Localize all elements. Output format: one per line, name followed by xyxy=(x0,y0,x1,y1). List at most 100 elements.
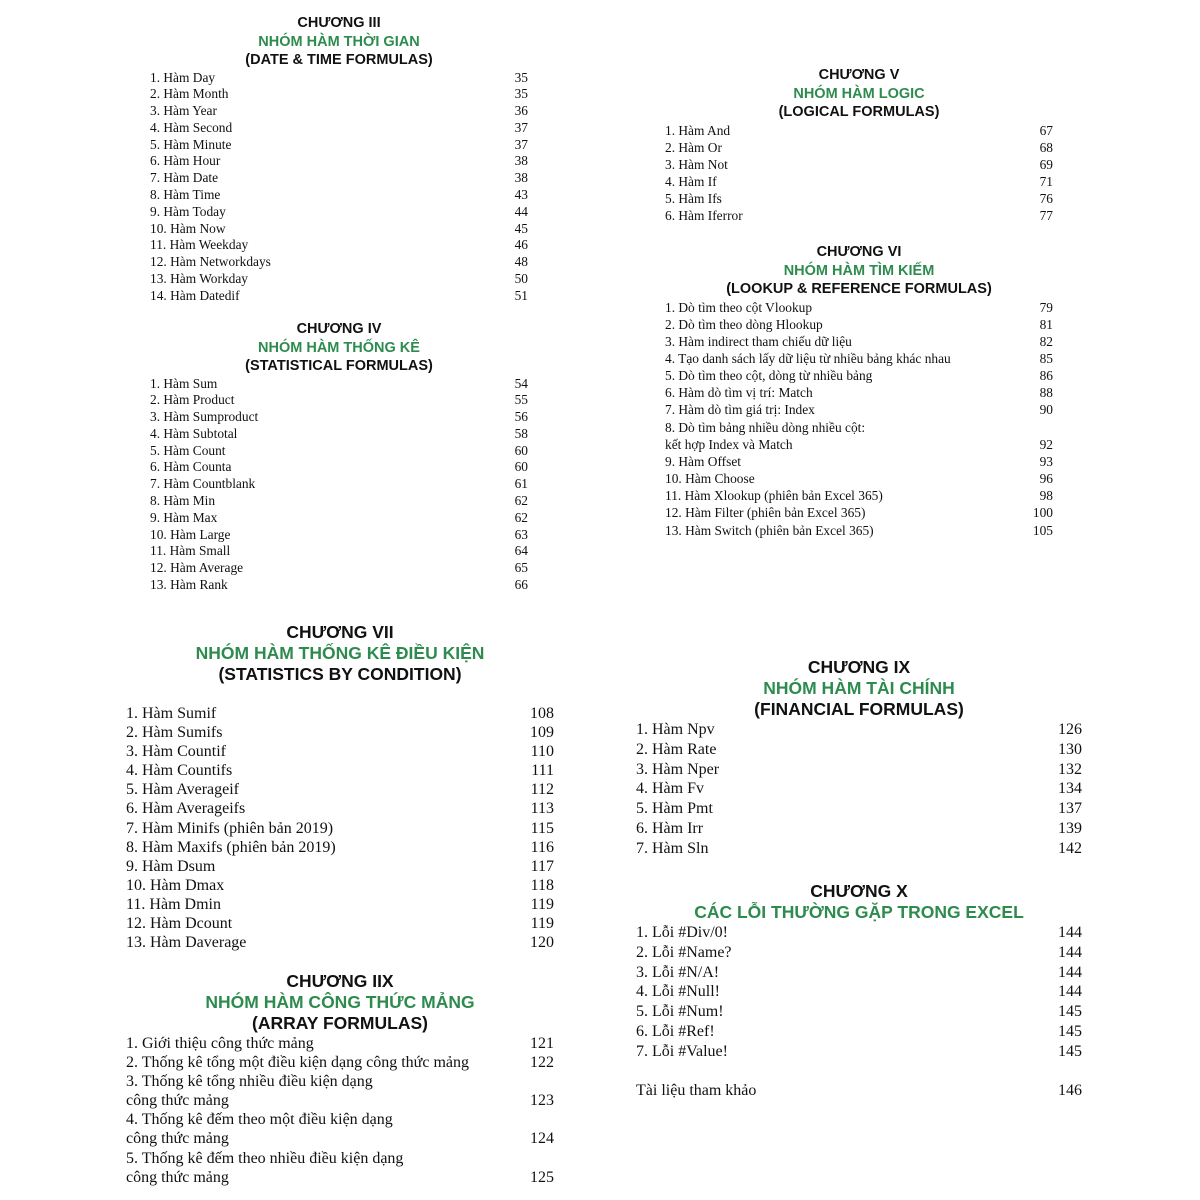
toc-entry[interactable]: 2. Lỗi #Name? 144 xyxy=(636,943,1082,963)
toc-entry[interactable]: 5. Thống kê đếm theo nhiều điều kiện dạn… xyxy=(126,1149,554,1168)
toc-entry[interactable]: 1. Hàm And 67 xyxy=(665,122,1053,139)
toc-entry-page: 37 xyxy=(514,136,528,152)
toc-entry[interactable]: 3. Hàm Nper 132 xyxy=(636,760,1082,780)
toc-entry[interactable]: 2. Dò tìm theo dòng Hlookup 81 xyxy=(665,316,1053,333)
toc-entry[interactable]: 7. Lỗi #Value! 145 xyxy=(636,1042,1082,1062)
toc-entry[interactable]: 6. Hàm Averageifs 113 xyxy=(126,799,554,818)
toc-entry[interactable]: 2. Hàm Sumifs 109 xyxy=(126,723,554,742)
toc-entry[interactable]: 4. Hàm Countifs 111 xyxy=(126,761,554,780)
toc-entry[interactable]: 2. Hàm Rate 130 xyxy=(636,740,1082,760)
toc-entry[interactable]: 2. Thống kê tổng một điều kiện dạng công… xyxy=(126,1053,554,1072)
toc-entry[interactable]: 3. Hàm indirect tham chiếu dữ liệu 82 xyxy=(665,333,1053,350)
toc-entry[interactable]: 3. Hàm Year 36 xyxy=(150,103,528,120)
toc-entry[interactable]: 3. Hàm Sumproduct 56 xyxy=(150,409,528,426)
toc-entry[interactable]: 1. Hàm Sumif 108 xyxy=(126,704,554,723)
toc-entry[interactable]: 7. Hàm dò tìm giá trị: Index 90 xyxy=(665,401,1053,418)
toc-entry[interactable]: 4. Hàm Second 37 xyxy=(150,120,528,137)
toc-entry[interactable]: 5. Lỗi #Num! 145 xyxy=(636,1002,1082,1022)
toc-entry[interactable]: 8. Hàm Min 62 xyxy=(150,493,528,510)
toc-entry[interactable]: 9. Hàm Dsum 117 xyxy=(126,857,554,876)
toc-entry[interactable]: 11. Hàm Xlookup (phiên bản Excel 365) 98 xyxy=(665,487,1053,504)
toc-entry[interactable]: 6. Hàm dò tìm vị trí: Match 88 xyxy=(665,384,1053,401)
chapter-section: CHƯƠNG IV NHÓM HÀM THỐNG KÊ (STATISTICAL F… xyxy=(150,320,528,594)
toc-entry-page: 144 xyxy=(1058,963,1082,981)
toc-entry[interactable]: 1. Hàm Day 35 xyxy=(150,70,528,87)
toc-entry-title: 10. Hàm Now xyxy=(150,220,226,236)
toc-entry[interactable]: 13. Hàm Workday 50 xyxy=(150,271,528,288)
toc-entry[interactable]: 12. Hàm Dcount 119 xyxy=(126,914,554,933)
toc-entry[interactable]: 11. Hàm Dmin 119 xyxy=(126,895,554,914)
toc-entry-title: 5. Lỗi #Num! xyxy=(636,1003,724,1021)
toc-entry[interactable]: 13. Hàm Daverage 120 xyxy=(126,933,554,952)
toc-entry[interactable]: 5. Hàm Ifs 76 xyxy=(665,190,1053,207)
toc-entry[interactable]: 7. Hàm Minifs (phiên bản 2019) 115 xyxy=(126,819,554,838)
chapter-number: CHƯƠNG III xyxy=(297,15,381,31)
toc-entry[interactable]: 12. Hàm Networkdays 48 xyxy=(150,254,528,271)
toc-entry[interactable]: 4. Lỗi #Null! 144 xyxy=(636,982,1082,1002)
toc-entry[interactable]: kết hợp Index và Match 92 xyxy=(665,436,1053,453)
toc-entry[interactable]: 13. Hàm Switch (phiên bản Excel 365) 105 xyxy=(665,522,1053,539)
toc-entry-title: 8. Dò tìm bảng nhiều dòng nhiều cột: xyxy=(665,419,866,435)
toc-entry[interactable]: 5. Dò tìm theo cột, dòng từ nhiều bảng 86 xyxy=(665,367,1053,384)
toc-entry-title: 7. Hàm Minifs (phiên bản 2019) xyxy=(126,819,334,837)
toc-entry[interactable]: 3. Thống kê tổng nhiều điều kiện dạng xyxy=(126,1072,554,1091)
toc-entry-title: 5. Thống kê đếm theo nhiều điều kiện dạn… xyxy=(126,1149,404,1167)
toc-entry[interactable]: 7. Hàm Sln 142 xyxy=(636,839,1082,859)
toc-entry[interactable]: 9. Hàm Max 62 xyxy=(150,510,528,527)
toc-entry[interactable]: 10. Hàm Dmax 118 xyxy=(126,876,554,895)
toc-entry[interactable]: 5. Hàm Minute 37 xyxy=(150,137,528,154)
toc-entry[interactable]: Tài liệu tham khảo 146 xyxy=(636,1081,1082,1101)
toc-entry[interactable]: 12. Hàm Filter (phiên bản Excel 365) 100 xyxy=(665,504,1053,521)
chapter-subtitle: (ARRAY FORMULAS) xyxy=(252,1013,428,1033)
toc-entry[interactable]: 6. Hàm Counta 60 xyxy=(150,459,528,476)
toc-entry[interactable]: công thức mảng 123 xyxy=(126,1091,554,1110)
toc-entry[interactable]: 3. Lỗi #N/A! 144 xyxy=(636,963,1082,983)
toc-entry[interactable]: 1. Dò tìm theo cột Vlookup 79 xyxy=(665,299,1053,316)
toc-entry[interactable]: 3. Hàm Not 69 xyxy=(665,156,1053,173)
toc-entry[interactable]: 5. Hàm Pmt 137 xyxy=(636,799,1082,819)
toc-entry[interactable]: 10. Hàm Large 63 xyxy=(150,527,528,544)
toc-entry[interactable]: 4. Tạo danh sách lấy dữ liệu từ nhiều bả… xyxy=(665,350,1053,367)
toc-entry[interactable]: 13. Hàm Rank 66 xyxy=(150,577,528,594)
chapter-title: NHÓM HÀM THỐNG KÊ xyxy=(258,339,420,356)
toc-entry[interactable]: 6. Lỗi #Ref! 145 xyxy=(636,1022,1082,1042)
toc-entry[interactable]: 4. Thống kê đếm theo một điều kiện dạng xyxy=(126,1110,554,1129)
toc-entry[interactable]: 1. Lỗi #Div/0! 144 xyxy=(636,923,1082,943)
toc-entry[interactable]: 8. Dò tìm bảng nhiều dòng nhiều cột: xyxy=(665,419,1053,436)
toc-entry[interactable]: 6. Hàm Irr 139 xyxy=(636,819,1082,839)
toc-entry-title: 3. Hàm Sumproduct xyxy=(150,409,259,425)
toc-entry-title: 3. Hàm Countif xyxy=(126,743,226,761)
toc-entry[interactable]: 8. Hàm Time 43 xyxy=(150,187,528,204)
toc-entry[interactable]: 7. Hàm Countblank 61 xyxy=(150,476,528,493)
toc-entry[interactable]: 9. Hàm Offset 93 xyxy=(665,453,1053,470)
toc-entry[interactable]: 2. Hàm Month 35 xyxy=(150,86,528,103)
toc-entry[interactable]: 11. Hàm Small 64 xyxy=(150,543,528,560)
toc-entry[interactable]: 12. Hàm Average 65 xyxy=(150,560,528,577)
toc-entry[interactable]: 7. Hàm Date 38 xyxy=(150,170,528,187)
toc-entry[interactable]: 8. Hàm Maxifs (phiên bản 2019) 116 xyxy=(126,838,554,857)
toc-entry-title: Tài liệu tham khảo xyxy=(636,1082,757,1100)
toc-entry[interactable]: 14. Hàm Datedif 51 xyxy=(150,288,528,305)
toc-entry[interactable]: 2. Hàm Product 55 xyxy=(150,392,528,409)
toc-entry-title: 8. Hàm Maxifs (phiên bản 2019) xyxy=(126,838,336,856)
toc-entry[interactable]: 6. Hàm Hour 38 xyxy=(150,153,528,170)
toc-entry[interactable]: 1. Hàm Sum 54 xyxy=(150,376,528,393)
toc-entry[interactable]: 4. Hàm Subtotal 58 xyxy=(150,426,528,443)
toc-entry[interactable]: 4. Hàm Fv 134 xyxy=(636,779,1082,799)
toc-entry[interactable]: 1. Hàm Npv 126 xyxy=(636,720,1082,740)
toc-entry[interactable]: 2. Hàm Or 68 xyxy=(665,139,1053,156)
toc-entry[interactable]: 10. Hàm Choose 96 xyxy=(665,470,1053,487)
toc-entry[interactable]: 4. Hàm If 71 xyxy=(665,173,1053,190)
toc-entry[interactable]: 6. Hàm Iferror 77 xyxy=(665,207,1053,224)
toc-entry[interactable]: 5. Hàm Averageif 112 xyxy=(126,780,554,799)
toc-entry[interactable]: 9. Hàm Today 44 xyxy=(150,204,528,221)
toc-entry[interactable]: 10. Hàm Now 45 xyxy=(150,221,528,238)
toc-entry-title: 4. Hàm If xyxy=(665,173,717,189)
toc-entry[interactable]: 1. Giới thiệu công thức mảng 121 xyxy=(126,1034,554,1053)
chapter-heading: CHƯƠNG IIX NHÓM HÀM CÔNG THỨC MẢNG (ARRAY … xyxy=(126,971,554,1034)
toc-entry[interactable]: 3. Hàm Countif 110 xyxy=(126,742,554,761)
toc-entry[interactable]: 11. Hàm Weekday 46 xyxy=(150,237,528,254)
toc-entry[interactable]: công thức mảng 124 xyxy=(126,1129,554,1148)
toc-entry[interactable]: 5. Hàm Count 60 xyxy=(150,443,528,460)
toc-entry[interactable]: công thức mảng 125 xyxy=(126,1168,554,1187)
